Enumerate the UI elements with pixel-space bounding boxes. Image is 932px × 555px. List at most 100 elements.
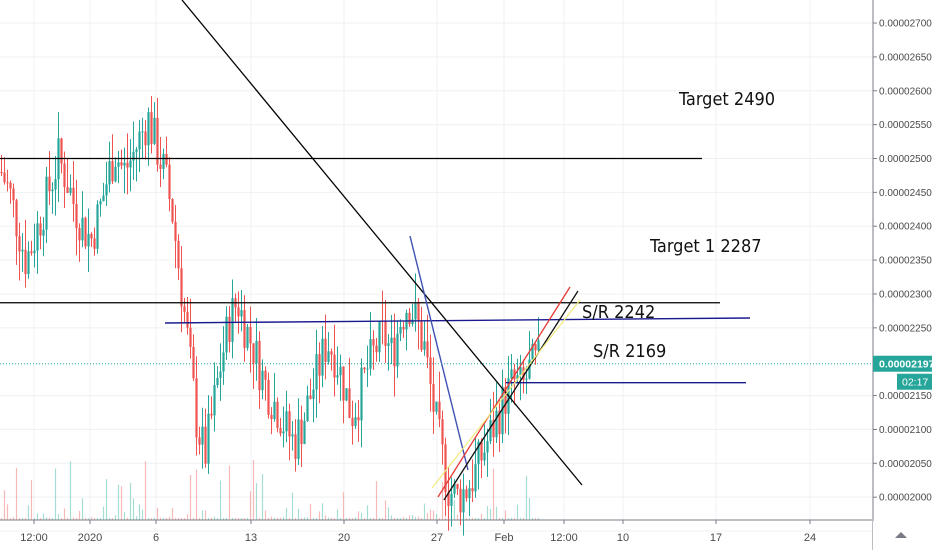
volume-bar xyxy=(105,479,108,520)
candle-body xyxy=(141,131,144,133)
price-axis[interactable]: 0.00002700 0.00002650 0.00002600 0.00002550… xyxy=(872,0,932,550)
candle xyxy=(486,428,489,477)
candle xyxy=(78,223,81,262)
candle xyxy=(351,400,354,445)
candle-body xyxy=(489,420,492,442)
candle-body xyxy=(537,340,540,351)
volume-bar xyxy=(285,508,288,520)
volume-bar xyxy=(378,517,381,520)
current-price-label: 0.00002197 xyxy=(879,359,932,371)
volume-bar xyxy=(201,510,204,520)
volume-bar xyxy=(0,517,3,520)
candle-body xyxy=(111,161,114,182)
candle-body xyxy=(45,176,48,230)
x-tick-label: 12:00 xyxy=(550,532,578,544)
volume-bar xyxy=(198,517,201,520)
volume-bar xyxy=(318,511,321,520)
candle-body xyxy=(78,228,81,241)
candle-body xyxy=(285,411,288,432)
volume-bar xyxy=(135,516,138,520)
volume-bar xyxy=(255,483,258,520)
candle xyxy=(198,426,201,455)
uptrend-channel-lower[interactable] xyxy=(443,290,579,501)
candle-body xyxy=(273,401,276,420)
candle xyxy=(87,208,90,273)
candle xyxy=(171,198,174,224)
candle-body xyxy=(384,321,387,346)
candle-body xyxy=(279,427,282,434)
blue-channel-line[interactable] xyxy=(409,235,469,471)
candle-body xyxy=(258,340,261,391)
candle-body xyxy=(486,441,489,453)
candle xyxy=(240,289,243,332)
volume-bar xyxy=(12,517,15,520)
time-axis[interactable]: 12:00 2020 6 13 20 27 Feb 12:00 10 17 24 xyxy=(0,519,932,550)
candle xyxy=(105,161,108,206)
volume-bar xyxy=(147,517,150,520)
annotation-label[interactable]: S/R 2242 xyxy=(582,302,655,323)
candle xyxy=(15,198,18,265)
candle-body xyxy=(186,311,189,328)
annotation-label[interactable]: S/R 2169 xyxy=(593,341,666,362)
volume-bar xyxy=(396,517,399,520)
trend-drawings xyxy=(0,0,872,501)
candle xyxy=(144,120,147,160)
volume-bar xyxy=(354,517,357,520)
candle xyxy=(156,97,159,172)
candle-body xyxy=(204,426,207,464)
candle-body xyxy=(321,338,324,376)
candle-body xyxy=(12,188,15,201)
volume-bar xyxy=(282,516,285,520)
candle xyxy=(48,151,51,205)
candle-body xyxy=(288,411,291,437)
candle xyxy=(201,407,204,469)
uptrend-channel-red[interactable] xyxy=(437,286,571,498)
candle xyxy=(534,343,537,365)
volume-bar xyxy=(303,517,306,520)
annotation-label[interactable]: Target 2490 xyxy=(678,89,775,110)
volume-bar xyxy=(360,512,363,520)
sr-line-2242[interactable] xyxy=(164,317,751,324)
candle xyxy=(123,147,126,194)
price-axis-panel[interactable] xyxy=(873,0,932,550)
volume-bar xyxy=(162,517,165,520)
uptrend-channel-yellow[interactable] xyxy=(431,299,581,489)
downtrend-line[interactable] xyxy=(181,0,583,486)
volume-bar xyxy=(177,518,180,520)
candle-body xyxy=(99,201,102,205)
candle xyxy=(117,150,120,184)
volume-bar xyxy=(69,461,72,520)
annotation-label[interactable]: Target 1 2287 xyxy=(649,236,762,257)
volume-bar xyxy=(192,517,195,520)
volume-bar xyxy=(336,509,339,520)
candle xyxy=(324,314,327,380)
volume-bar xyxy=(183,517,186,520)
x-tick-label: 13 xyxy=(245,532,257,544)
candle xyxy=(225,306,228,361)
settings-icon[interactable] xyxy=(895,532,907,538)
candle xyxy=(219,343,222,401)
x-tick-label: 27 xyxy=(431,532,443,544)
candle-body xyxy=(528,359,531,379)
candle-body xyxy=(438,401,441,420)
volume-bar xyxy=(531,518,534,520)
candle xyxy=(444,437,447,517)
volume-bar xyxy=(150,518,153,520)
volume-bar xyxy=(357,511,360,520)
candle xyxy=(420,306,423,352)
candle xyxy=(210,396,213,420)
y-tick-label: 0.00002300 xyxy=(879,289,932,300)
volume-bar xyxy=(441,481,444,520)
volume-bar xyxy=(72,517,75,520)
candle-body xyxy=(243,310,246,348)
candle xyxy=(72,161,75,222)
volume-bar xyxy=(159,517,162,520)
candle xyxy=(432,357,435,434)
x-tick-label: 2020 xyxy=(78,532,102,544)
candle-body xyxy=(417,302,420,322)
volume-bar xyxy=(369,517,372,520)
candle-body xyxy=(270,414,273,420)
volume-bar xyxy=(513,517,516,520)
countdown-label: 02:17 xyxy=(902,377,928,389)
